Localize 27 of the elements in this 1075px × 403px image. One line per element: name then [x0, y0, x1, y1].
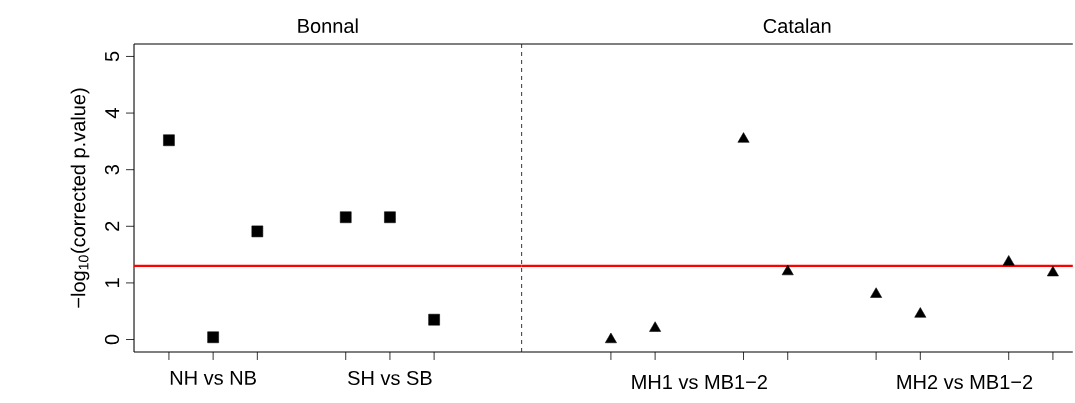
x-tick-label: NH vs NB [170, 370, 256, 385]
point [1047, 265, 1059, 277]
point [251, 225, 264, 238]
x-tick-label: MH2 vs MB1−2 [897, 374, 1033, 390]
y-tick-label: 3 [104, 164, 120, 175]
point [428, 313, 440, 326]
point [870, 287, 883, 298]
point [737, 132, 750, 143]
point [384, 211, 396, 224]
point [163, 134, 175, 147]
point [649, 321, 662, 332]
y-tick-label: 1 [105, 278, 120, 287]
chart-title: Bonnal [298, 18, 358, 34]
y-tick-label: 2 [105, 221, 120, 231]
point [207, 331, 219, 344]
y-tick-label: 0 [104, 334, 120, 345]
point [605, 332, 617, 344]
y-tick-label: 4 [105, 108, 120, 119]
point [1002, 255, 1015, 266]
point [781, 264, 794, 276]
point [339, 211, 352, 224]
point [914, 307, 927, 318]
y-axis-title: −log$_{10}$(corrected p.value) [70, 88, 90, 308]
y-tick-label: 5 [105, 51, 120, 62]
x-tick-label: MH1 vs MB1−2 [632, 374, 767, 390]
chart-title: Catalan [763, 18, 831, 34]
x-tick-label: SH vs SB [348, 370, 432, 386]
